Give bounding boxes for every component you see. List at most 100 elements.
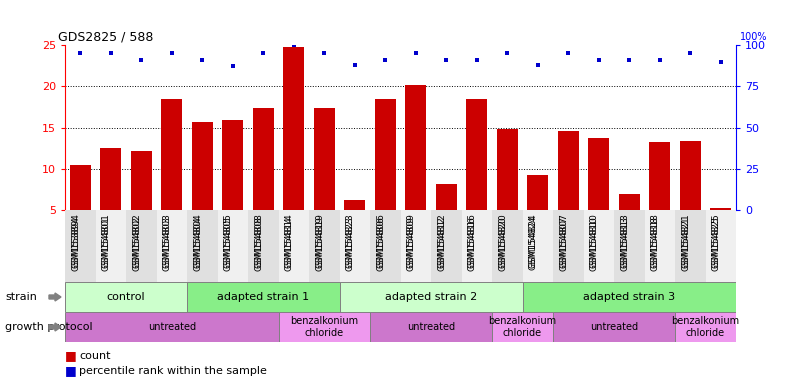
Text: 100%: 100% [740,32,768,42]
Text: GSM154825: GSM154825 [712,216,721,270]
Point [440,57,453,63]
Bar [283,46,304,210]
Bar [675,312,736,342]
Text: GSM154816: GSM154816 [468,214,477,268]
Bar [370,210,401,282]
Bar [401,210,431,282]
Text: GSM154807: GSM154807 [560,216,568,271]
Text: GSM154806: GSM154806 [376,216,385,271]
Bar [161,99,182,210]
Text: count: count [79,351,111,361]
Bar [619,194,640,210]
Bar [344,200,365,210]
Text: untreated: untreated [407,322,455,332]
Text: GSM154813: GSM154813 [620,214,630,268]
Bar [309,210,340,282]
Text: benzalkonium
chloride: benzalkonium chloride [488,316,556,338]
Bar [466,99,487,210]
Bar [675,210,706,282]
Bar [248,210,278,282]
Text: GSM154810: GSM154810 [590,214,599,268]
Text: GSM153894: GSM153894 [72,214,80,268]
Bar [649,142,670,210]
Text: growth protocol: growth protocol [5,322,93,332]
Text: GSM154805: GSM154805 [224,214,233,268]
Point [653,57,666,63]
Bar [278,210,309,282]
Text: untreated: untreated [590,322,638,332]
Bar [523,210,553,282]
Text: GSM154812: GSM154812 [437,214,446,268]
Bar [187,210,218,282]
Bar [431,210,461,282]
Text: GSM154813: GSM154813 [620,216,630,271]
Text: benzalkonium
chloride: benzalkonium chloride [290,316,358,338]
Point [105,50,117,56]
Text: GSM154821: GSM154821 [681,214,690,268]
Text: GSM154819: GSM154819 [315,214,325,268]
Text: GSM154808: GSM154808 [254,216,263,271]
Point [379,57,391,63]
Bar [553,312,675,342]
Point [531,62,544,68]
Bar [65,210,96,282]
Point [166,50,178,56]
Text: GSM154804: GSM154804 [193,216,202,270]
Bar [278,312,370,342]
Text: GSM154824: GSM154824 [529,216,538,270]
Text: GSM154825: GSM154825 [712,214,721,268]
Bar [252,108,274,210]
Text: GSM154821: GSM154821 [681,216,690,270]
Text: GSM154804: GSM154804 [193,214,202,268]
Bar [435,184,457,210]
Text: GSM154802: GSM154802 [132,214,141,268]
Point [257,50,270,56]
Text: GSM154808: GSM154808 [254,214,263,268]
Bar [523,282,736,312]
Bar [187,282,340,312]
Bar [70,165,91,210]
Text: GSM154809: GSM154809 [406,216,416,271]
Text: GSM154820: GSM154820 [498,216,507,270]
Text: GSM154823: GSM154823 [346,214,354,268]
Text: GSM154823: GSM154823 [346,216,354,270]
Bar [680,141,701,210]
Text: GSM154810: GSM154810 [590,216,599,271]
Bar [96,210,126,282]
Text: GSM154803: GSM154803 [163,216,172,271]
Text: adapted strain 1: adapted strain 1 [217,292,310,302]
Bar [710,207,732,210]
Point [226,63,239,70]
Text: GSM154806: GSM154806 [376,214,385,268]
Bar [706,210,736,282]
Bar [340,210,370,282]
Point [501,50,513,56]
Bar [497,129,518,210]
Point [74,50,86,56]
Point [562,50,575,56]
Text: GDS2825 / 588: GDS2825 / 588 [58,31,154,44]
Text: GSM154818: GSM154818 [651,214,659,268]
Bar [492,312,553,342]
Point [471,57,483,63]
Point [318,50,331,56]
Bar [375,99,396,210]
Bar [557,131,579,210]
Text: ■: ■ [65,349,77,362]
Point [623,57,636,63]
Bar [614,210,645,282]
Point [593,57,605,63]
Point [714,58,727,65]
Text: GSM154805: GSM154805 [224,216,233,271]
Text: GSM154801: GSM154801 [101,216,111,271]
Bar [100,148,121,210]
Bar [583,210,614,282]
Text: control: control [107,292,145,302]
Text: GSM154814: GSM154814 [285,214,294,268]
Bar [405,84,427,210]
Bar [65,312,278,342]
Text: ■: ■ [65,364,77,377]
Text: GSM154820: GSM154820 [498,214,507,268]
Point [348,62,361,68]
Bar [340,282,523,312]
